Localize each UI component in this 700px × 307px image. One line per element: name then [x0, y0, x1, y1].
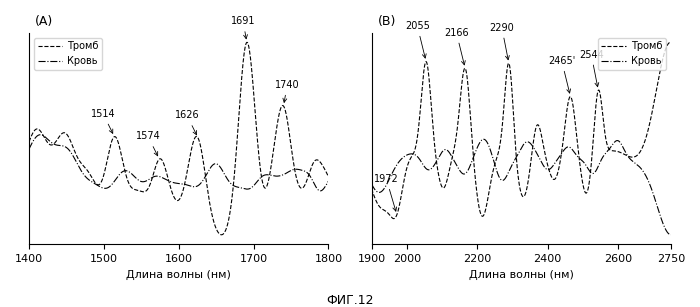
Кровь	[495, 176, 503, 179]
Кровь	[316, 189, 324, 193]
Text: (A): (A)	[35, 15, 53, 29]
Кровь	[402, 154, 410, 157]
Тромб	[25, 140, 34, 144]
Тромб	[482, 204, 491, 208]
Тромб	[170, 196, 178, 200]
Кровь	[162, 178, 171, 182]
Legend: Тромб, Кровь: Тромб, Кровь	[598, 37, 666, 70]
Тромб	[661, 49, 669, 52]
X-axis label: Длина волны (нм): Длина волны (нм)	[126, 270, 231, 280]
Text: 2465': 2465'	[548, 56, 575, 93]
Тромб	[629, 155, 637, 159]
Legend: Тромб, Кровь: Тромб, Кровь	[34, 37, 102, 70]
Text: 1972: 1972	[374, 174, 399, 211]
Кровь	[480, 138, 488, 141]
Тромб	[261, 186, 270, 190]
Тромб	[402, 170, 410, 174]
Кровь	[629, 160, 637, 163]
Тромб	[316, 160, 324, 164]
Кровь	[171, 181, 179, 185]
Кровь	[41, 134, 49, 138]
Line: Тромб: Тромб	[29, 42, 328, 235]
Кровь	[419, 163, 428, 167]
Тромб	[495, 146, 503, 150]
Кровь	[666, 233, 675, 237]
Text: 2544: 2544	[579, 49, 603, 87]
Тромб	[419, 72, 428, 76]
Тромб	[316, 160, 324, 164]
Text: 1514: 1514	[91, 109, 116, 133]
Кровь	[316, 189, 324, 193]
Тромб	[666, 41, 675, 44]
Кровь	[316, 189, 325, 193]
Line: Кровь: Кровь	[372, 139, 671, 235]
Тромб	[243, 41, 251, 44]
Кровь	[36, 133, 45, 137]
Кровь	[661, 227, 669, 230]
Тромб	[162, 172, 171, 175]
Кровь	[482, 139, 491, 143]
Line: Кровь: Кровь	[29, 135, 328, 191]
Text: 2290: 2290	[489, 22, 514, 60]
Тромб	[40, 136, 48, 139]
Text: 1626: 1626	[175, 110, 199, 135]
X-axis label: Длина волны (нм): Длина волны (нм)	[469, 270, 573, 280]
Text: (B): (B)	[377, 15, 396, 29]
Кровь	[260, 173, 269, 177]
Тромб	[368, 187, 376, 191]
Text: ФИГ.12: ФИГ.12	[326, 294, 374, 307]
Тромб	[666, 41, 675, 44]
Text: 2055: 2055	[405, 21, 430, 58]
Тромб	[324, 175, 332, 178]
Кровь	[368, 182, 376, 186]
Text: 1574: 1574	[136, 131, 160, 156]
Line: Тромб: Тромб	[372, 42, 671, 219]
Тромб	[217, 233, 225, 237]
Text: 1691: 1691	[231, 16, 255, 39]
Кровь	[324, 179, 332, 183]
Тромб	[390, 217, 398, 220]
Text: 2166: 2166	[444, 28, 469, 65]
Кровь	[25, 147, 34, 151]
Text: 1740: 1740	[275, 80, 300, 102]
